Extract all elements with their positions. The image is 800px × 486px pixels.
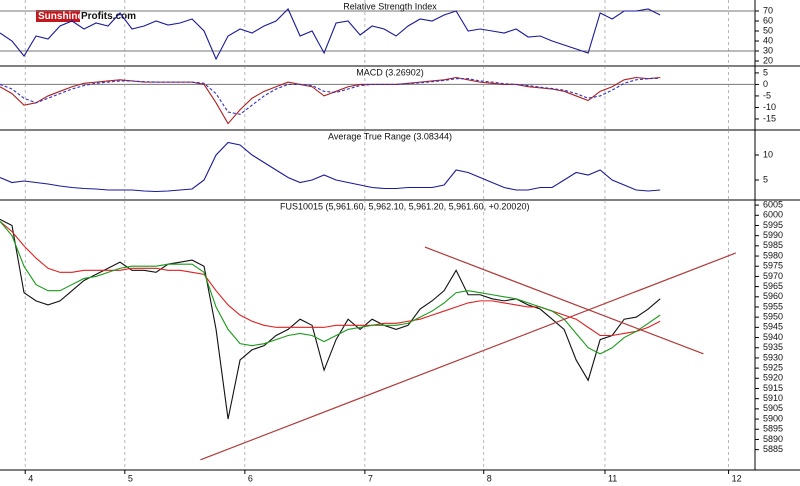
y-tick-label: 30 <box>763 45 773 55</box>
series-line <box>0 77 661 115</box>
y-tick-label: 70 <box>763 5 773 15</box>
x-tick-label: 8 <box>487 473 492 483</box>
y-tick-label: 5940 <box>763 332 783 342</box>
y-tick-label: 5975 <box>763 261 783 271</box>
x-tick-label: 11 <box>608 473 617 483</box>
x-tick-label: 6 <box>248 473 253 483</box>
x-tick-label: 7 <box>368 473 373 483</box>
logo-brand: Sunshine <box>38 11 83 22</box>
x-tick-label: 4 <box>28 473 33 483</box>
y-tick-label: 5925 <box>763 362 783 372</box>
y-tick-label: 0 <box>763 79 768 89</box>
y-tick-label: 5915 <box>763 383 783 393</box>
y-tick-label: 5980 <box>763 250 783 260</box>
y-tick-label: 5895 <box>763 424 783 434</box>
panel-title: Average True Range (3.08344) <box>328 131 452 141</box>
y-tick-label: 5900 <box>763 413 783 423</box>
x-tick-label: 5 <box>128 473 133 483</box>
y-tick-label: 5955 <box>763 301 783 311</box>
y-tick-label: 5935 <box>763 342 783 352</box>
y-tick-label: 5910 <box>763 393 783 403</box>
y-tick-label: 5930 <box>763 352 783 362</box>
y-tick-label: 5920 <box>763 373 783 383</box>
y-tick-label: 50 <box>763 25 773 35</box>
y-tick-label: 6005 <box>763 199 783 209</box>
y-tick-label: 5890 <box>763 434 783 444</box>
logo-box <box>36 10 80 22</box>
panel-title: Relative Strength Index <box>343 1 437 11</box>
y-tick-label: 60 <box>763 15 773 25</box>
logo-site: Profits.com <box>81 11 136 22</box>
y-tick-label: -10 <box>763 102 776 112</box>
series-line <box>0 141 661 193</box>
y-tick-label: 5885 <box>763 444 783 454</box>
series-line <box>0 76 661 125</box>
y-tick-label: 5985 <box>763 240 783 250</box>
y-tick-label: 5 <box>763 67 768 77</box>
trendline <box>200 252 737 461</box>
y-tick-label: 5945 <box>763 322 783 332</box>
series-line <box>0 218 661 420</box>
y-tick-label: 5995 <box>763 220 783 230</box>
y-tick-label: 5970 <box>763 271 783 281</box>
y-tick-label: 10 <box>763 149 773 159</box>
y-tick-label: 40 <box>763 35 773 45</box>
y-tick-label: 5905 <box>763 403 783 413</box>
panel-title: MACD (3.26902) <box>356 67 424 77</box>
y-tick-label: 5950 <box>763 312 783 322</box>
y-tick-label: 5960 <box>763 291 783 301</box>
y-tick-label: 6000 <box>763 210 783 220</box>
y-tick-label: -15 <box>763 113 776 123</box>
y-tick-label: 20 <box>763 55 773 65</box>
y-tick-label: 5 <box>763 174 768 184</box>
x-tick-label: 12 <box>732 473 742 483</box>
y-tick-label: 5990 <box>763 230 783 240</box>
y-tick-label: 5965 <box>763 281 783 291</box>
y-tick-label: -5 <box>763 90 771 100</box>
series-line <box>0 221 661 355</box>
trendline <box>424 246 704 355</box>
series-line <box>0 8 661 61</box>
panel-title: FUS10015 (5,961.60, 5,962.10, 5,961.20, … <box>280 201 529 211</box>
